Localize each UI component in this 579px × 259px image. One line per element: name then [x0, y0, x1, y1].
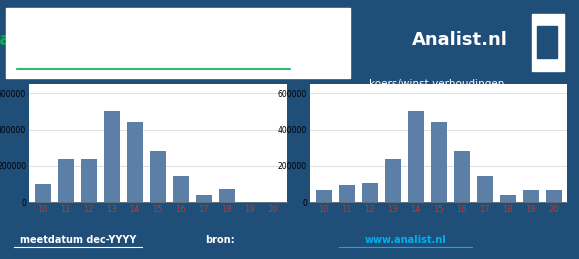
Bar [431, 122, 446, 202]
Text: www.analist.nl: www.analist.nl [364, 235, 446, 244]
Bar [545, 190, 562, 202]
Bar [316, 190, 332, 202]
Bar [532, 13, 563, 71]
Text: dividendrendementen: dividendrendementen [96, 79, 211, 89]
Bar [477, 176, 493, 202]
Bar [150, 151, 166, 202]
Bar [35, 184, 51, 202]
Bar [58, 159, 74, 202]
Bar [173, 176, 189, 202]
Bar [104, 111, 120, 202]
Bar [384, 159, 401, 202]
Bar [339, 185, 354, 202]
Bar [127, 122, 143, 202]
Text: koers/winst-verhoudingen: koers/winst-verhoudingen [369, 79, 505, 89]
Text: meetdatum dec-YYYY: meetdatum dec-YYYY [20, 235, 136, 244]
Bar [196, 195, 212, 202]
Bar [537, 26, 557, 58]
Bar [500, 195, 516, 202]
Bar [453, 151, 470, 202]
Bar [219, 189, 235, 202]
Bar [408, 111, 424, 202]
Bar [523, 190, 538, 202]
Text: bron:: bron: [205, 235, 235, 244]
Bar [80, 159, 97, 202]
Text: Analist.nl: Analist.nl [412, 31, 508, 49]
Text: Waarderingen Swiss Life: Waarderingen Swiss Life [0, 31, 218, 49]
Bar [361, 183, 378, 202]
